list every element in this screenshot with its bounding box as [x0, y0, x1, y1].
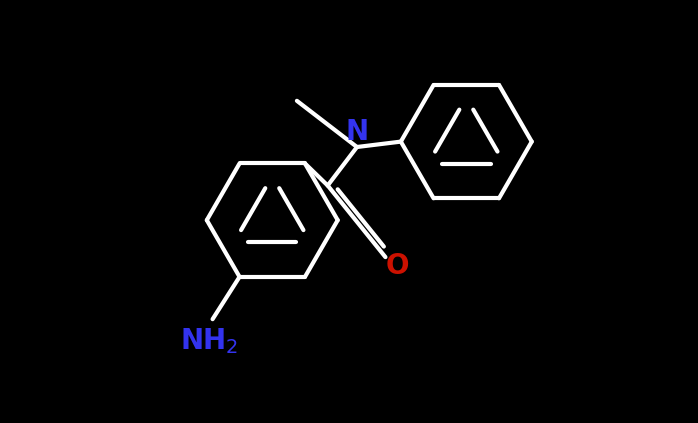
Text: O: O [385, 253, 409, 280]
Text: NH$_2$: NH$_2$ [179, 326, 238, 356]
Text: N: N [346, 118, 369, 146]
